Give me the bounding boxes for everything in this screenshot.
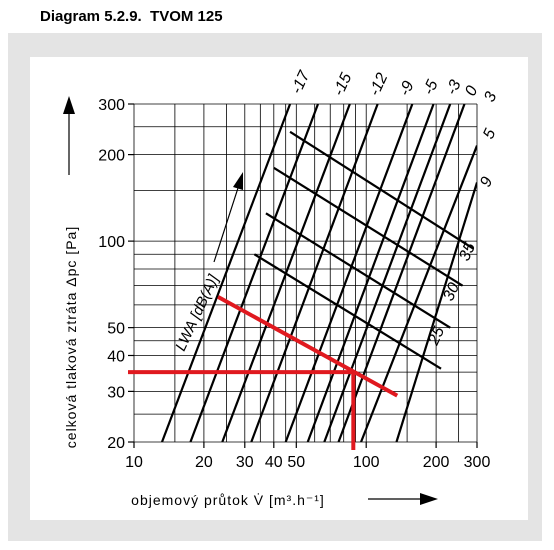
x-tick-label: 40: [265, 454, 283, 471]
y-tick-label: 100: [98, 234, 125, 251]
sound-curve: [273, 166, 464, 287]
y-tick-label: 200: [98, 148, 125, 165]
damper-curve: [306, 104, 435, 442]
damper-label: -12: [366, 70, 391, 98]
x-tick-label: 100: [353, 454, 380, 471]
y-arrow-head: [63, 96, 75, 114]
x-axis-label: objemový průtok V̇ [m³.h⁻¹]: [131, 492, 325, 508]
damper-curve: [360, 145, 477, 442]
y-tick-label: 50: [107, 321, 125, 338]
example-path: [128, 295, 399, 450]
sound-label: 30: [440, 280, 463, 303]
sound-curve: [253, 253, 442, 370]
sound-curve: [289, 130, 475, 250]
x-tick-label: 300: [464, 454, 491, 471]
x-tick-label: 50: [287, 454, 305, 471]
damper-label: -17: [288, 68, 314, 97]
sound-label: 25: [425, 324, 448, 348]
y-tick-label: 20: [107, 435, 125, 452]
damper-curve: [337, 104, 466, 442]
sound-curve: [265, 212, 451, 329]
damper-curve: [284, 104, 414, 442]
damper-curve: [189, 104, 320, 442]
damper-curve: [323, 104, 452, 442]
lwa-label: LWA [dB(A)]: [172, 271, 222, 353]
sound-label: 35: [456, 240, 479, 263]
x-arrow-head: [420, 493, 438, 505]
damper-curves: [160, 104, 477, 442]
damper-label: 9: [477, 174, 496, 189]
x-tick-label: 30: [236, 454, 254, 471]
x-tick-label: 200: [423, 454, 450, 471]
lwa-arrow-line: [213, 187, 239, 263]
damper-label: -15: [330, 70, 355, 98]
y-tick-label: 40: [107, 348, 125, 365]
y-tick-label: 30: [107, 384, 125, 401]
damper-label: 5: [480, 126, 499, 141]
x-tick-label: 20: [195, 454, 213, 471]
damper-label: -5: [420, 78, 441, 98]
sound-curves: [253, 130, 475, 370]
example-diagonal: [217, 295, 399, 398]
lwa-arrow-head: [233, 172, 243, 190]
x-tick-label: 10: [125, 454, 143, 471]
damper-curve: [250, 104, 379, 442]
damper-label: -9: [396, 79, 417, 99]
y-axis-label: celková tlaková ztráta Δpc [Pa]: [63, 226, 79, 448]
grid: [133, 103, 478, 443]
diagram-title: Diagram 5.2.9. TVOM 125: [40, 8, 223, 25]
damper-curve: [395, 182, 477, 442]
damper-curve: [160, 104, 292, 442]
damper-label: -3: [443, 78, 464, 98]
y-tick-label: 300: [98, 97, 125, 114]
damper-label: 0: [462, 83, 481, 98]
damper-label: 3: [481, 89, 500, 104]
